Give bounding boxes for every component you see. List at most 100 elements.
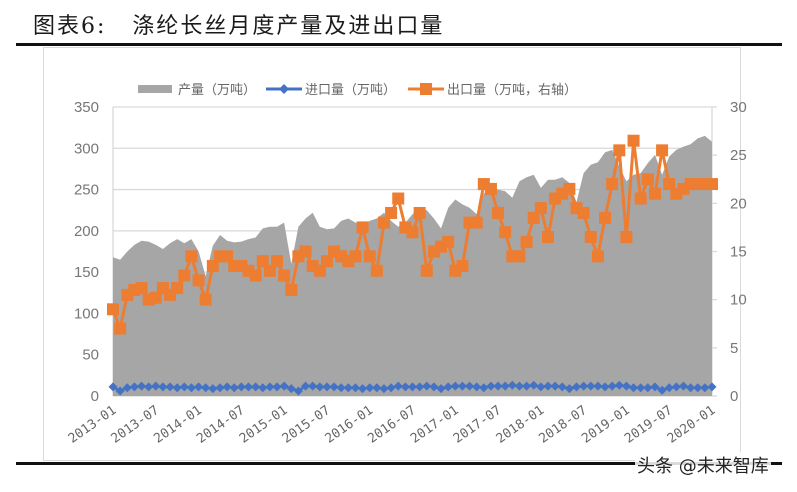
imports-line-series	[108, 380, 717, 396]
right-y-axis: 0 5 10 15 20 25 30	[730, 99, 747, 405]
imports-marker-diamond-icon	[493, 381, 503, 391]
exports-marker-square-icon	[591, 250, 604, 263]
imports-marker-diamond-icon	[329, 382, 339, 392]
imports-marker-diamond-icon	[572, 382, 582, 392]
x-tick-label: 2019-07	[622, 403, 675, 447]
exports-marker-square-icon	[199, 293, 212, 306]
imports-marker-diamond-icon	[279, 381, 289, 391]
imports-marker-diamond-icon	[522, 381, 532, 391]
exports-marker-square-icon	[385, 206, 398, 219]
imports-marker-diamond-icon	[343, 383, 353, 393]
imports-marker-diamond-icon	[286, 384, 296, 394]
exports-marker-square-icon	[577, 206, 590, 219]
imports-marker-diamond-icon	[172, 383, 182, 393]
imports-marker-diamond-icon	[408, 382, 417, 392]
imports-marker-diamond-icon	[358, 384, 368, 394]
imports-marker-diamond-icon	[129, 382, 139, 392]
left-tick-label: 0	[91, 388, 99, 405]
exports-marker-square-icon	[213, 250, 226, 263]
bottom-rule	[16, 462, 782, 465]
right-tick-label: 10	[730, 292, 747, 309]
imports-marker-diamond-icon	[243, 382, 253, 392]
imports-marker-diamond-icon	[472, 382, 482, 392]
imports-marker-diamond-icon	[457, 381, 467, 391]
imports-marker-diamond-icon	[514, 381, 524, 391]
exports-marker-square-icon	[442, 235, 455, 248]
exports-marker-square-icon	[263, 264, 276, 277]
exports-marker-square-icon	[534, 202, 547, 215]
exports-marker-square-icon	[256, 255, 269, 268]
imports-marker-diamond-icon	[222, 382, 232, 392]
imports-marker-diamond-icon	[308, 381, 318, 391]
imports-marker-diamond-icon	[479, 383, 489, 393]
imports-marker-diamond-icon	[536, 382, 546, 392]
imports-marker-diamond-icon	[657, 385, 667, 395]
imports-marker-diamond-icon	[450, 381, 460, 391]
imports-marker-diamond-icon	[272, 382, 282, 392]
figure-title: 图表6: 涤纶长丝月度产量及进出口量	[33, 8, 444, 40]
imports-marker-diamond-icon	[507, 380, 517, 390]
imports-marker-diamond-icon	[293, 386, 303, 396]
exports-marker-square-icon	[135, 282, 148, 295]
imports-marker-diamond-icon	[158, 382, 168, 392]
imports-marker-diamond-icon	[115, 386, 125, 396]
exports-marker-square-icon	[634, 192, 647, 205]
imports-marker-diamond-icon	[650, 382, 660, 392]
exports-marker-square-icon	[299, 245, 312, 258]
imports-marker-diamond-icon	[251, 382, 261, 392]
figure-label: 图表6:	[33, 14, 107, 39]
x-tick-label: 2014-01	[151, 403, 204, 447]
exports-marker-square-icon	[506, 250, 519, 263]
imports-marker-diamond-icon	[557, 382, 567, 392]
right-tick-label: 20	[730, 195, 747, 212]
exports-marker-square-icon	[185, 250, 198, 263]
imports-marker-diamond-icon	[122, 383, 132, 393]
exports-marker-square-icon	[114, 322, 127, 335]
exports-marker-square-icon	[320, 255, 333, 268]
imports-marker-diamond-icon	[550, 381, 560, 391]
imports-marker-diamond-icon	[365, 383, 375, 393]
left-tick-label: 300	[74, 140, 99, 157]
exports-marker-square-icon	[349, 250, 362, 263]
imports-marker-diamond-icon	[707, 382, 717, 392]
exports-marker-square-icon	[420, 264, 433, 277]
exports-marker-square-icon	[406, 226, 419, 239]
exports-marker-square-icon	[627, 134, 640, 147]
imports-marker-diamond-icon	[686, 383, 696, 393]
imports-marker-diamond-icon	[671, 382, 681, 392]
left-y-axis: 0 50 100 150 200 250 300 350	[74, 99, 99, 405]
exports-marker-square-icon	[413, 206, 426, 219]
exports-marker-square-icon	[377, 216, 390, 229]
x-tick-label: 2014-07	[194, 403, 247, 447]
chart-frame	[43, 47, 741, 461]
imports-marker-diamond-icon	[400, 382, 410, 392]
imports-marker-diamond-icon	[315, 382, 325, 392]
imports-marker-diamond-icon	[664, 383, 674, 393]
imports-marker-diamond-icon	[201, 383, 211, 393]
exports-marker-square-icon	[527, 211, 540, 224]
imports-marker-diamond-icon	[393, 381, 403, 391]
imports-marker-diamond-icon	[543, 381, 553, 391]
legend-label-exports: 出口量（万吨，右轴）	[447, 83, 577, 98]
imports-marker-diamond-icon	[301, 381, 311, 391]
imports-marker-diamond-icon	[350, 383, 360, 393]
imports-marker-diamond-icon	[258, 383, 268, 393]
exports-marker-square-icon	[499, 226, 512, 239]
exports-marker-square-icon	[192, 274, 205, 287]
x-tick-label: 2020-01	[665, 403, 718, 447]
x-tick-label: 2013-07	[109, 403, 162, 447]
exports-marker-square-icon	[520, 235, 533, 248]
exports-marker-square-icon	[285, 284, 298, 297]
imports-marker-diamond-icon	[229, 383, 239, 393]
exports-marker-square-icon	[563, 182, 576, 195]
imports-marker-diamond-icon	[194, 382, 204, 392]
exports-marker-square-icon	[456, 259, 469, 272]
right-tick-label: 5	[730, 340, 738, 357]
production-area-series	[113, 135, 712, 396]
imports-marker-diamond-icon	[593, 381, 603, 391]
exports-marker-square-icon	[171, 282, 184, 295]
figure-title-text: 涤纶长丝月度产量及进出口量	[132, 14, 445, 39]
exports-marker-square-icon	[492, 206, 505, 219]
x-tick-label: 2013-01	[66, 403, 119, 447]
imports-marker-diamond-icon	[586, 381, 596, 391]
